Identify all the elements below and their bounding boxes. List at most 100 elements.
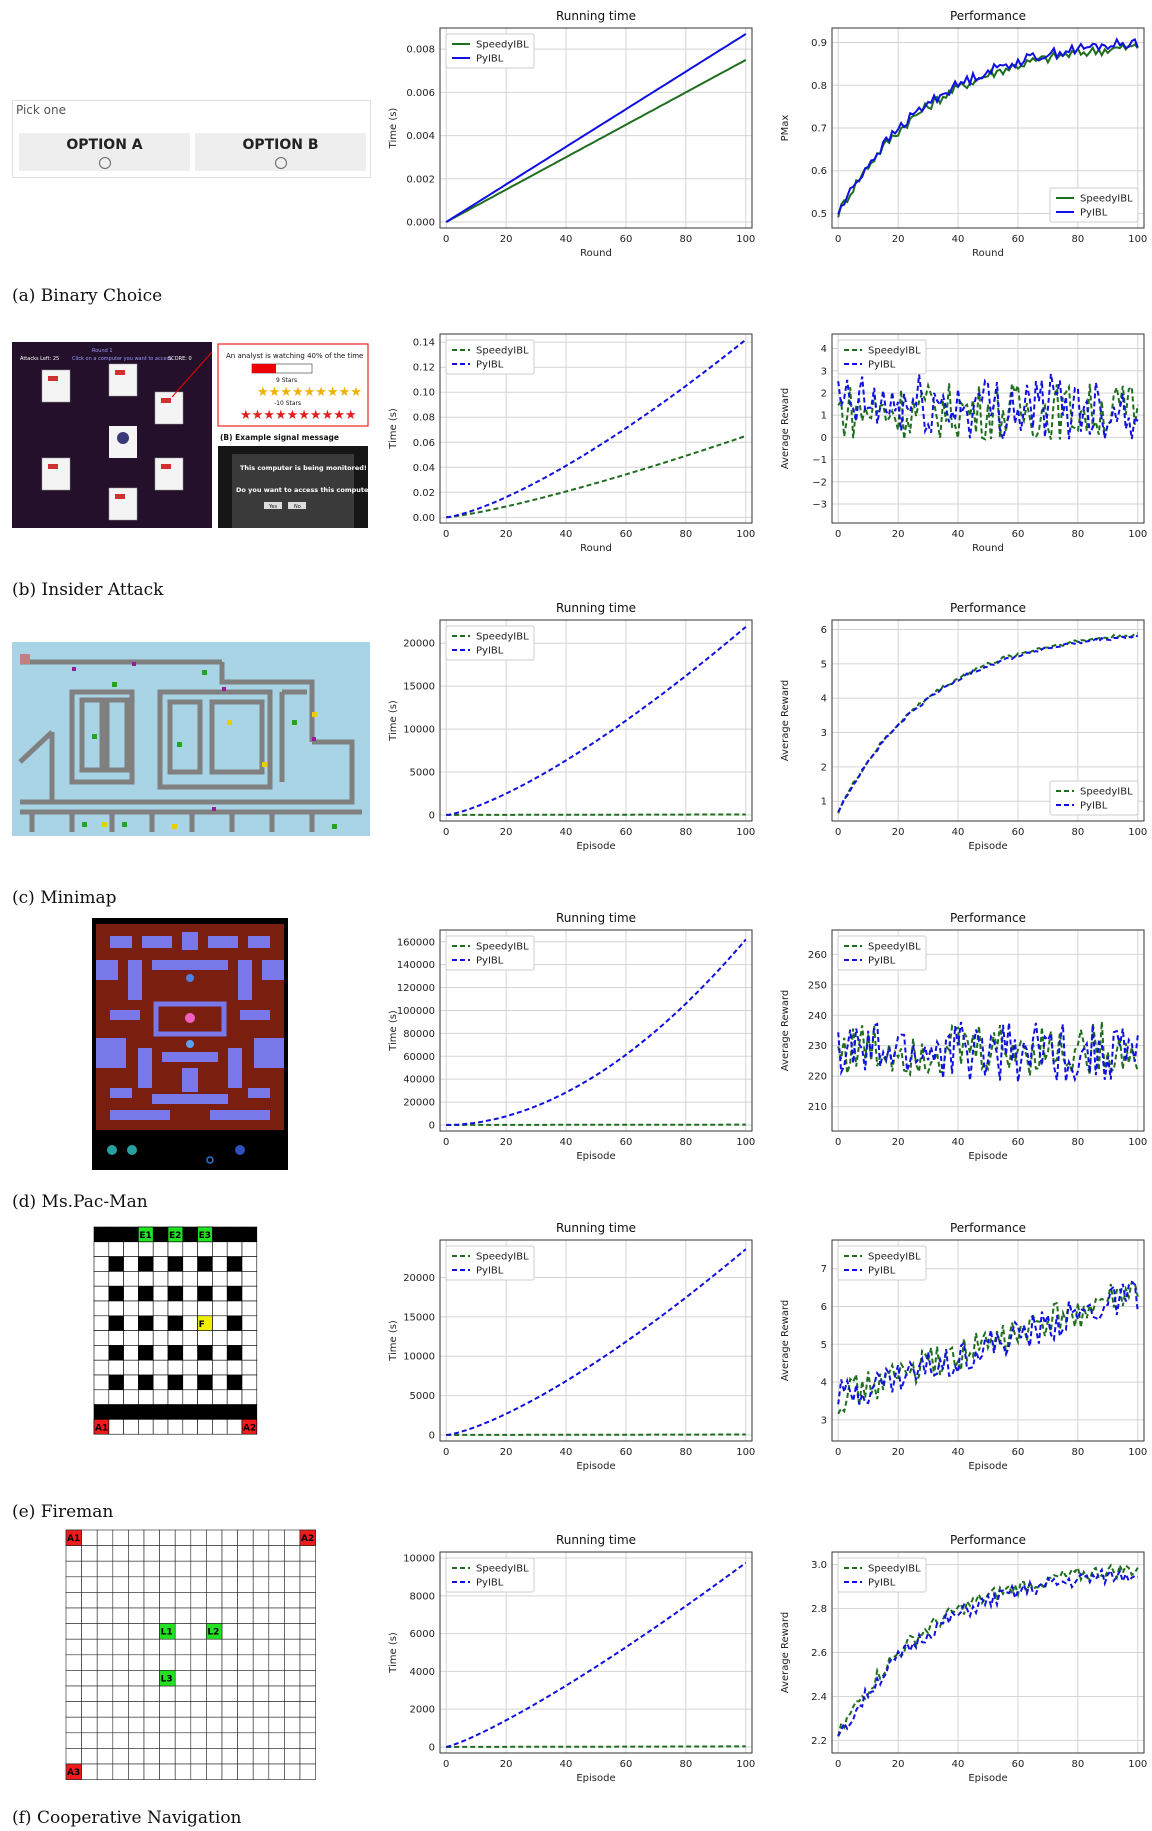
x-tick-label: 0 — [443, 827, 449, 838]
x-tick-label: 20 — [500, 1137, 513, 1148]
y-tick-label: 10000 — [403, 725, 435, 736]
chart-d-running-time: Running time 0 20 40 60 80 100 0 20000 40000 60000… — [388, 911, 755, 1162]
x-tick-label: 20 — [500, 827, 513, 838]
y-tick-label: 0.08 — [413, 413, 435, 424]
insider-signal-2: Do you want to access this computer? — [236, 486, 372, 494]
plot-frame — [831, 27, 1145, 229]
y-tick-label: 2.6 — [811, 1648, 827, 1659]
x-tick-label: 40 — [952, 827, 965, 838]
series-line-pyibl — [446, 338, 747, 519]
insider-stars-pos: 9 Stars — [276, 377, 297, 384]
coopnav-image: A1 A2 L1 L2 L3 A3 — [65, 1529, 316, 1780]
y-tick-label: 3 — [821, 728, 827, 739]
option-a-label: OPTION A — [66, 137, 143, 153]
y-tick-label: 2.4 — [811, 1692, 827, 1703]
option-a-button[interactable]: OPTION A — [19, 133, 190, 171]
chart-c-performance: Performance 0 20 40 60 80 100 1 2 3 4 5 6 Episode Aver… — [780, 601, 1147, 852]
series-line-pyibl — [446, 938, 747, 1126]
plot-frame — [439, 333, 753, 524]
x-tick-label: 20 — [500, 1759, 513, 1770]
x-tick-label: 0 — [835, 1137, 841, 1148]
legend-box — [837, 339, 927, 375]
fireman-grid: E1 E2 E3 F A1 A2 — [90, 1219, 286, 1469]
y-tick-label: 5 — [821, 1340, 827, 1351]
x-axis-label: Episode — [968, 1461, 1007, 1472]
x-tick-label: 40 — [560, 827, 573, 838]
legend-label: SpeedyIBL — [476, 346, 529, 357]
y-tick-label: 0 — [821, 433, 827, 444]
x-tick-label: 80 — [1071, 1137, 1084, 1148]
legend-box — [837, 1557, 927, 1593]
chart-c-running-time: Running time 0 20 40 60 80 100 0 5000 10000 15000 2… — [388, 601, 755, 852]
y-tick-label: 20000 — [403, 639, 435, 650]
series-line-speedyibl — [446, 1745, 746, 1748]
x-tick-label: 60 — [620, 1137, 633, 1148]
y-tick-label: 3.0 — [811, 1560, 827, 1571]
y-tick-label: 4 — [821, 694, 827, 705]
y-tick-label: 1 — [821, 797, 827, 808]
series-line-speedyibl — [837, 381, 1139, 441]
legend-box — [1049, 780, 1139, 816]
y-tick-label: 100000 — [397, 1006, 435, 1017]
x-tick-label: 100 — [1128, 1759, 1147, 1770]
y-tick-label: 80000 — [403, 1029, 435, 1040]
fireman-a2-label: A2 — [243, 1423, 256, 1433]
legend-box — [445, 1245, 535, 1281]
y-tick-label: 0.02 — [413, 488, 435, 499]
y-tick-label: 0.5 — [811, 209, 827, 220]
y-tick-label: 0.008 — [406, 45, 435, 56]
series-line-speedyibl — [446, 435, 747, 519]
chart-b-performance: 0 20 40 60 80 100 −3 −2 −1 0 1 2 3 4 Round Average Rewa… — [780, 333, 1147, 554]
x-tick-label: 60 — [1012, 1137, 1025, 1148]
x-axis-label: Episode — [968, 841, 1007, 852]
x-tick-label: 20 — [892, 529, 905, 540]
legend-label: PyIBL — [476, 1266, 504, 1277]
y-axis-label: Time (s) — [388, 1010, 399, 1052]
y-tick-label: −3 — [812, 500, 827, 511]
legend-label: PyIBL — [868, 1578, 896, 1589]
legend-label: PyIBL — [476, 54, 504, 65]
x-tick-label: 0 — [835, 827, 841, 838]
insider-yes: Yes — [268, 504, 277, 510]
series-line-speedyibl — [837, 1021, 1139, 1077]
chart-b-running-time: 0 20 40 60 80 100 0.00 0.02 0.04 0.06 0.08 0.10 0.12… — [388, 333, 755, 554]
x-tick-label: 20 — [500, 234, 513, 245]
legend-label: PyIBL — [868, 360, 896, 371]
series-line-pyibl — [446, 626, 747, 816]
legend-box — [837, 935, 927, 971]
y-tick-label: 220 — [808, 1072, 827, 1083]
option-a-radio[interactable] — [98, 157, 111, 169]
chart-e-running-time: Running time 0 20 40 60 80 100 0 5000 10000 15000 2… — [388, 1221, 755, 1472]
plot-frame — [439, 619, 753, 822]
insider-analyst-text: An analyst is watching 40% of the time — [226, 352, 363, 360]
x-tick-label: 60 — [1012, 1447, 1025, 1458]
x-axis-label: Round — [972, 248, 1004, 259]
plot-frame — [439, 27, 753, 229]
chart-f-performance: Performance 0 20 40 60 80 100 2.2 2.4 2.6 2.8 3.0 Ep… — [780, 1533, 1147, 1784]
y-axis-label: Average Reward — [780, 990, 791, 1071]
insider-example-title: (B) Example signal message — [220, 433, 339, 442]
x-tick-label: 100 — [736, 234, 755, 245]
cooperative-navigation-grid: A1 A2 L1 L2 L3 A3 — [64, 1528, 318, 1782]
insider-attack-image: Round 1 Attacks Left: 25 Click on a comp… — [12, 342, 372, 528]
y-tick-label: 2.2 — [811, 1736, 827, 1747]
x-tick-label: 60 — [620, 529, 633, 540]
x-tick-label: 40 — [952, 1447, 965, 1458]
option-b-button[interactable]: OPTION B — [195, 133, 366, 171]
legend-label: PyIBL — [476, 646, 504, 657]
chart-title: Running time — [556, 1221, 636, 1235]
y-tick-label: 0.6 — [811, 166, 827, 177]
caption-f: (f) Cooperative Navigation — [12, 1808, 242, 1828]
series-line-pyibl — [837, 1280, 1139, 1405]
x-tick-label: 80 — [679, 529, 692, 540]
chart-title: Running time — [556, 911, 636, 925]
x-axis-label: Episode — [968, 1773, 1007, 1784]
x-tick-label: 40 — [952, 1137, 965, 1148]
series-line-pyibl — [446, 1248, 747, 1436]
series-line-pyibl — [837, 634, 1139, 813]
x-tick-label: 60 — [620, 827, 633, 838]
x-tick-label: 100 — [736, 529, 755, 540]
series-line-pyibl — [445, 1561, 747, 1748]
y-tick-label: 4 — [821, 344, 827, 355]
option-b-radio[interactable] — [274, 157, 287, 169]
